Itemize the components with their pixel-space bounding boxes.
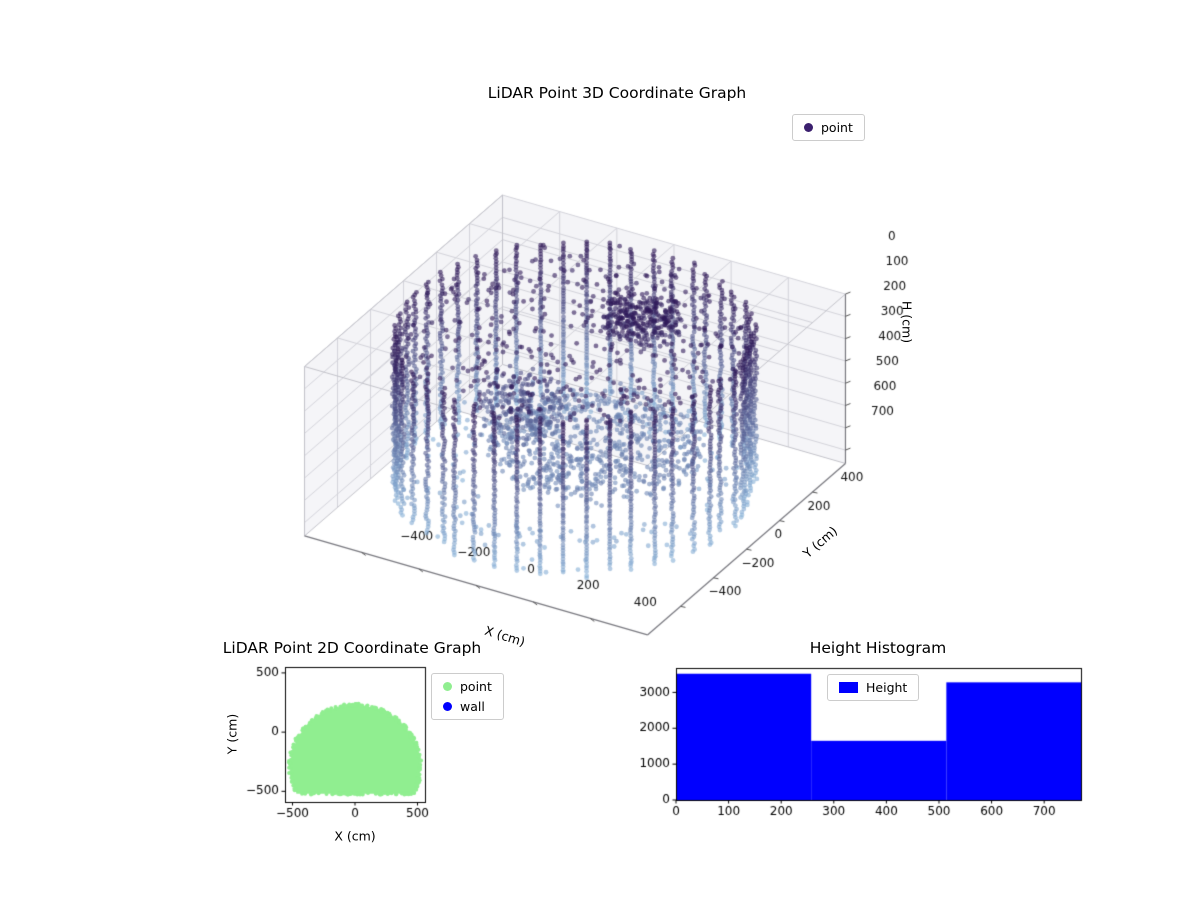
wall-marker-icon bbox=[443, 702, 452, 711]
lidar-3d-canvas bbox=[280, 120, 940, 660]
x-axis-label-2d: X (cm) bbox=[334, 828, 376, 844]
legend-item-point-2d: point bbox=[443, 679, 492, 694]
lidar-2d-canvas bbox=[245, 660, 440, 820]
height-histogram-legend: Height bbox=[827, 674, 920, 701]
lidar-3d-title: LiDAR Point 3D Coordinate Graph bbox=[487, 84, 747, 102]
legend-item-height: Height bbox=[839, 680, 907, 695]
lidar-2d-title: LiDAR Point 2D Coordinate Graph bbox=[222, 639, 482, 657]
height-marker-icon bbox=[839, 682, 858, 693]
legend-item-point-3d: point bbox=[804, 120, 853, 135]
height-histogram-title: Height Histogram bbox=[809, 639, 947, 657]
lidar-3d-legend: point bbox=[792, 114, 865, 141]
lidar-2d-legend: point wall bbox=[431, 673, 504, 720]
point-marker-icon bbox=[804, 123, 813, 132]
legend-item-wall-2d: wall bbox=[443, 699, 492, 714]
y-axis-label-2d: Y (cm) bbox=[224, 713, 240, 755]
legend-label-point-3d: point bbox=[821, 120, 853, 135]
legend-label-height: Height bbox=[866, 680, 908, 695]
point-marker-icon bbox=[443, 682, 452, 691]
legend-label-point-2d: point bbox=[460, 679, 492, 694]
legend-label-wall-2d: wall bbox=[460, 699, 485, 714]
h-axis-label-3d: H (cm) bbox=[899, 300, 915, 344]
